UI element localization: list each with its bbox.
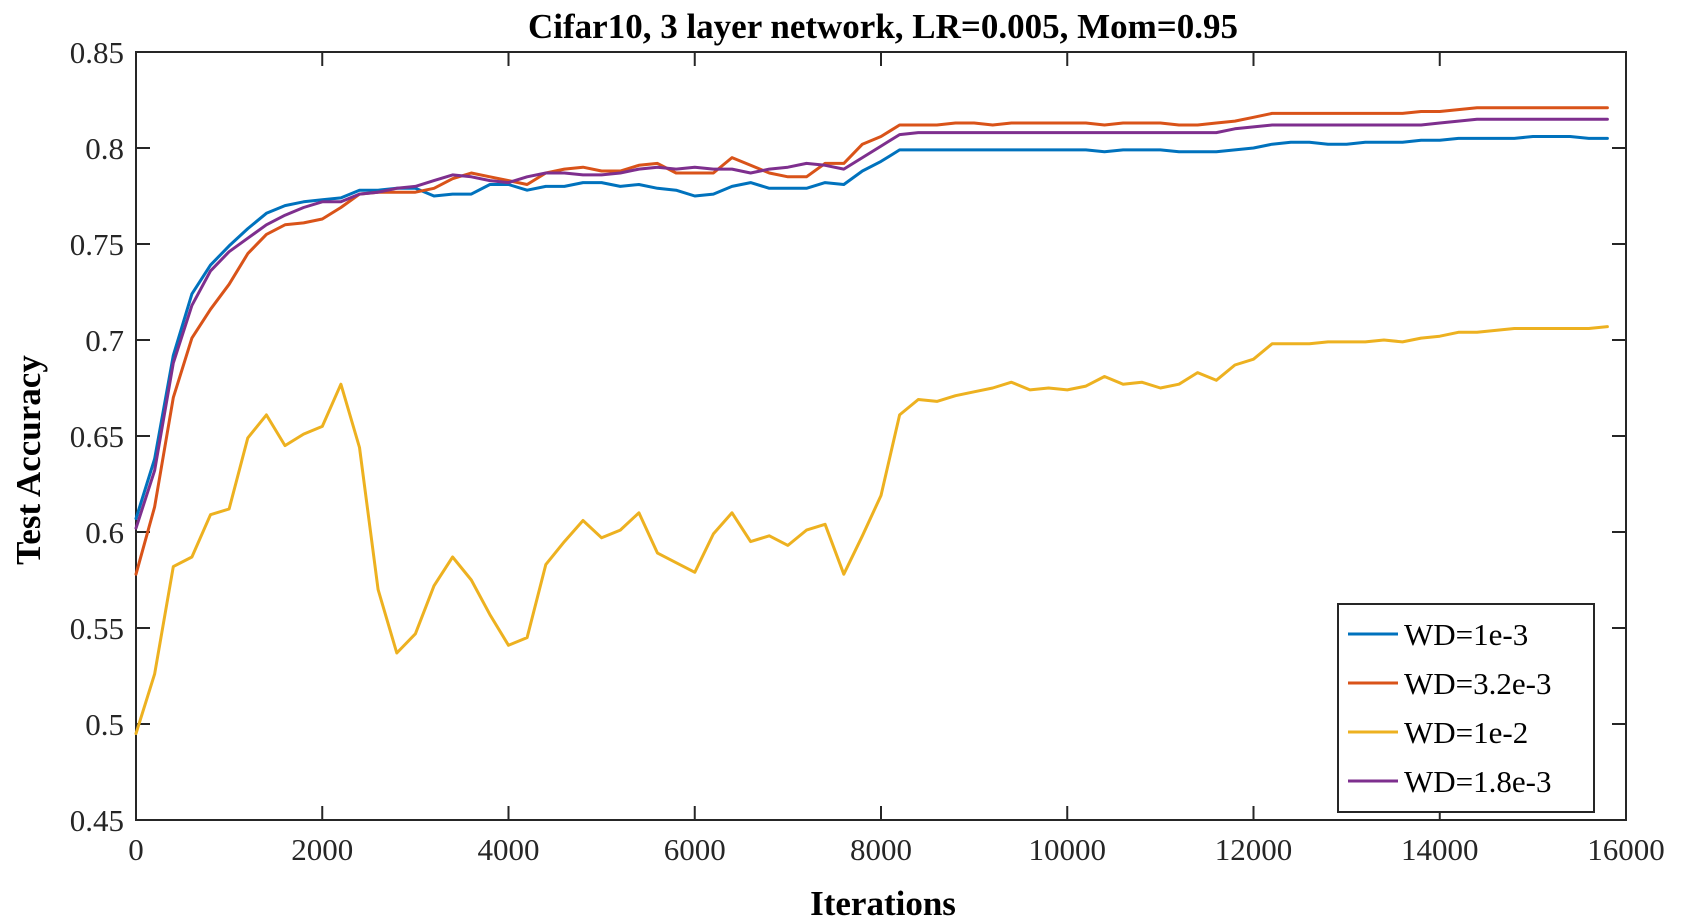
x-tick-label: 12000 [1215,832,1293,867]
y-tick-label: 0.55 [70,611,124,646]
y-tick-label: 0.5 [85,707,124,742]
legend-box [1337,603,1595,813]
x-axis: 0 2000 4000 6000 8000 10000 12000 14000 16000 [128,52,1665,867]
x-axis-label: Iterations [810,884,956,923]
legend-label-4: WD=1.8e-3 [1404,764,1551,799]
legend-label-3: WD=1e-2 [1404,715,1528,750]
y-tick-label: 0.65 [70,419,124,454]
y-tick-label: 0.75 [70,227,124,262]
series-line-1 [134,135,1609,521]
x-tick-label: 2000 [291,832,353,867]
y-axis-label: Test Accuracy [9,355,48,565]
legend-label-1: WD=1e-3 [1404,617,1528,652]
x-tick-label: 14000 [1401,832,1479,867]
x-tick-label: 10000 [1029,832,1107,867]
series-line-3 [134,325,1609,736]
x-tick-label: 0 [128,832,144,867]
y-tick-label: 0.85 [70,35,124,70]
y-tick-label: 0.45 [70,803,124,838]
x-tick-label: 4000 [478,832,540,867]
x-tick-label: 6000 [664,832,726,867]
y-tick-label: 0.8 [85,131,124,166]
series-group [134,106,1609,736]
chart-title: Cifar10, 3 layer network, LR=0.005, Mom=… [528,7,1238,46]
y-tick-label: 0.6 [85,515,124,550]
x-tick-label: 16000 [1587,832,1665,867]
legend-label-2: WD=3.2e-3 [1404,666,1551,701]
y-axis: 0.45 0.5 0.55 0.6 0.65 0.7 0.75 0.8 0.85 [70,35,1626,838]
y-tick-label: 0.7 [85,323,124,358]
series-line-4 [134,117,1609,530]
x-tick-label: 8000 [850,832,912,867]
legend: WD=1e-3 WD=3.2e-3 WD=1e-2 WD=1.8e-3 [1337,603,1595,813]
